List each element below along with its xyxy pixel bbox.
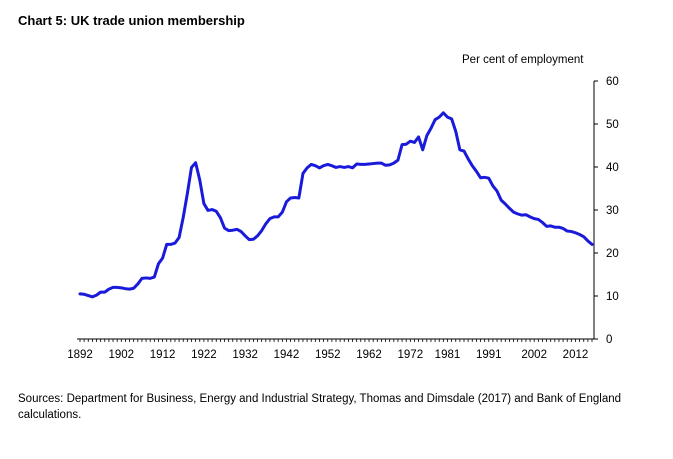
x-tick-label: 1962 bbox=[356, 349, 382, 361]
series-line bbox=[78, 111, 594, 299]
y-tick-label: 50 bbox=[606, 119, 619, 131]
y-tick-label: 30 bbox=[606, 205, 619, 217]
y-tick-label: 0 bbox=[606, 334, 612, 346]
y-tick-label: 20 bbox=[606, 248, 619, 260]
x-tick-label: 1981 bbox=[435, 349, 461, 361]
chart-series-layer bbox=[78, 111, 594, 299]
x-tick-label: 1972 bbox=[398, 349, 424, 361]
x-tick-label: 1922 bbox=[191, 349, 217, 361]
x-tick-label: 1932 bbox=[232, 349, 258, 361]
x-tick-label: 1942 bbox=[274, 349, 300, 361]
x-tick-label: 1952 bbox=[315, 349, 341, 361]
chart-axes: 0 10 20 30 40 50 60 1892 1902 1912 1922 1932 1942 195… bbox=[67, 76, 619, 361]
x-tick-label: 2012 bbox=[563, 349, 589, 361]
chart-title: Chart 5: UK trade union membership bbox=[18, 13, 245, 28]
y-tick-label: 40 bbox=[606, 162, 619, 174]
x-tick-label: 1912 bbox=[150, 349, 176, 361]
x-tick-label: 1991 bbox=[476, 349, 502, 361]
y-tick-label: 10 bbox=[606, 291, 619, 303]
x-tick-label: 1902 bbox=[108, 349, 134, 361]
y-axis-unit-label: Per cent of employment bbox=[462, 54, 584, 66]
sources-note: Sources: Department for Business, Energy… bbox=[18, 393, 622, 421]
y-tick-label: 60 bbox=[606, 76, 619, 88]
x-tick-label: 2002 bbox=[521, 349, 547, 361]
x-tick-label: 1892 bbox=[67, 349, 93, 361]
